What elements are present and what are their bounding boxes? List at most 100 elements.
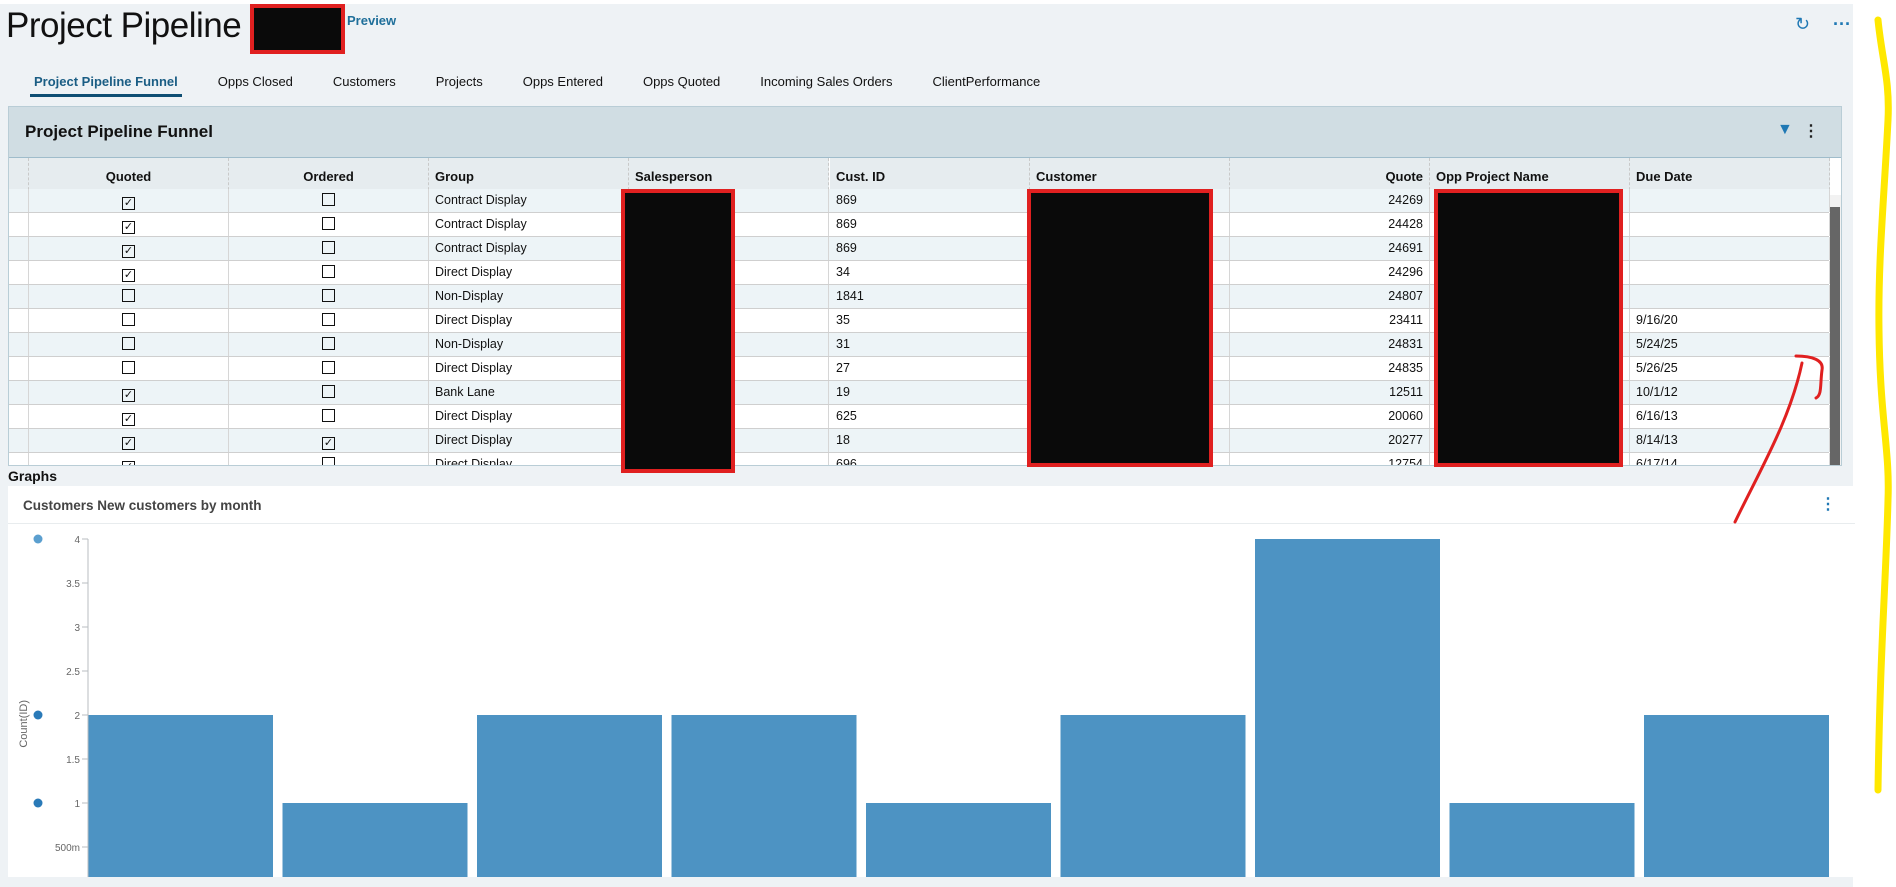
column-header-customer[interactable]: Customer — [1030, 158, 1230, 195]
quoted-cell — [29, 333, 229, 356]
salesperson-cell — [629, 429, 829, 452]
salesperson-cell — [629, 261, 829, 284]
cust-id-cell: 869 — [830, 213, 1030, 236]
due-date-cell: 8/14/13 — [1630, 429, 1830, 452]
table-row[interactable]: ✓ Direct Display 696 12754 6/17/14 — [9, 453, 1830, 465]
checkbox-checked[interactable]: ✓ — [122, 197, 135, 210]
column-header-group[interactable]: Group — [429, 158, 629, 195]
row-selector[interactable] — [9, 381, 29, 404]
group-cell: Bank Lane — [429, 381, 629, 404]
tab-clientperformance[interactable]: ClientPerformance — [932, 74, 1041, 89]
row-selector[interactable] — [9, 237, 29, 260]
quoted-cell: ✓ — [29, 429, 229, 452]
y-tick-label: 4 — [74, 535, 80, 546]
cust-id-cell: 34 — [830, 261, 1030, 284]
checkbox-unchecked[interactable] — [122, 337, 135, 350]
tab-bar: Project Pipeline Funnel Opps Closed Custom… — [30, 72, 1076, 98]
row-selector[interactable] — [9, 453, 29, 465]
column-header-cust-id[interactable]: Cust. ID — [830, 158, 1030, 195]
row-selector[interactable] — [9, 189, 29, 212]
tab-opps-entered[interactable]: Opps Entered — [522, 74, 603, 89]
preview-link[interactable]: Preview — [347, 13, 397, 28]
salesperson-cell — [629, 333, 829, 356]
row-selector[interactable] — [9, 261, 29, 284]
checkbox-unchecked[interactable] — [122, 361, 135, 374]
checkbox-unchecked[interactable] — [322, 313, 335, 326]
checkbox-unchecked[interactable] — [322, 241, 335, 254]
checkbox-checked[interactable]: ✓ — [122, 269, 135, 282]
annotation-yellow-line — [1874, 16, 1892, 794]
legend-dot — [33, 798, 43, 808]
checkbox-unchecked[interactable] — [122, 289, 135, 302]
checkbox-unchecked[interactable] — [322, 457, 335, 465]
row-selector[interactable] — [9, 357, 29, 380]
checkbox-checked[interactable]: ✓ — [122, 437, 135, 450]
checkbox-checked[interactable]: ✓ — [122, 245, 135, 258]
column-header-opp-project-name[interactable]: Opp Project Name — [1430, 158, 1630, 195]
checkbox-checked[interactable]: ✓ — [122, 461, 135, 465]
chart-title: Customers New customers by month — [23, 498, 262, 513]
checkbox-checked[interactable]: ✓ — [122, 413, 135, 426]
customer-cell — [1030, 333, 1230, 356]
row-selector[interactable] — [9, 429, 29, 452]
tab-opps-quoted[interactable]: Opps Quoted — [642, 74, 721, 89]
checkbox-unchecked[interactable] — [322, 217, 335, 230]
checkbox-unchecked[interactable] — [322, 289, 335, 302]
column-header-salesperson[interactable]: Salesperson — [629, 158, 829, 195]
ordered-cell — [229, 285, 429, 308]
quote-cell: 20277 — [1230, 429, 1430, 452]
group-cell: Non-Display — [429, 285, 629, 308]
quote-cell: 24296 — [1230, 261, 1430, 284]
ordered-cell — [229, 357, 429, 380]
checkbox-unchecked[interactable] — [122, 313, 135, 326]
more-vertical-icon[interactable]: ⋮ — [1803, 123, 1819, 140]
checkbox-unchecked[interactable] — [322, 361, 335, 374]
due-date-cell: 10/1/12 — [1630, 381, 1830, 404]
checkbox-unchecked[interactable] — [322, 409, 335, 422]
quoted-cell: ✓ — [29, 405, 229, 428]
salesperson-cell — [629, 285, 829, 308]
customer-cell — [1030, 261, 1230, 284]
scrollbar-thumb[interactable] — [1830, 207, 1840, 465]
opp-project-name-cell — [1430, 237, 1630, 260]
y-tick-label: 1 — [74, 799, 80, 810]
checkbox-checked[interactable]: ✓ — [322, 437, 335, 450]
tab-opps-closed[interactable]: Opps Closed — [217, 74, 293, 89]
due-date-cell — [1630, 213, 1830, 236]
redacted-salesperson-column — [621, 189, 735, 473]
chart-card: 500m 1 1.5 2 2.5 3 3.5 4 Count(ID) Customers New… — [8, 486, 1855, 877]
opp-project-name-cell — [1430, 405, 1630, 428]
cust-id-cell: 869 — [830, 189, 1030, 212]
panel-header: Project Pipeline Funnel ▼ ⋮ — [9, 107, 1841, 158]
checkbox-checked[interactable]: ✓ — [122, 221, 135, 234]
row-selector[interactable] — [9, 285, 29, 308]
salesperson-cell — [629, 189, 829, 212]
y-tick-label: 2.5 — [66, 667, 80, 678]
tab-incoming-sales-orders[interactable]: Incoming Sales Orders — [760, 74, 893, 89]
tab-project-pipeline-funnel[interactable]: Project Pipeline Funnel — [30, 72, 182, 97]
row-selector[interactable] — [9, 405, 29, 428]
legend-dot — [33, 534, 43, 544]
quoted-cell: ✓ — [29, 381, 229, 404]
more-horizontal-icon[interactable]: ··· — [1833, 14, 1851, 34]
bar — [1644, 715, 1829, 877]
checkbox-unchecked[interactable] — [322, 193, 335, 206]
tab-customers[interactable]: Customers — [332, 74, 396, 89]
checkbox-unchecked[interactable] — [322, 385, 335, 398]
row-selector[interactable] — [9, 309, 29, 332]
group-cell: Contract Display — [429, 237, 629, 260]
cust-id-cell: 31 — [830, 333, 1030, 356]
page-title: Project Pipeline - — [6, 6, 262, 45]
salesperson-cell — [629, 381, 829, 404]
more-vertical-icon[interactable]: ⋮ — [1820, 496, 1836, 513]
row-selector[interactable] — [9, 333, 29, 356]
checkbox-checked[interactable]: ✓ — [122, 389, 135, 402]
tab-projects[interactable]: Projects — [435, 74, 483, 89]
checkbox-unchecked[interactable] — [322, 337, 335, 350]
row-selector[interactable] — [9, 213, 29, 236]
filter-icon[interactable]: ▼ — [1777, 121, 1793, 138]
quoted-cell: ✓ — [29, 213, 229, 236]
checkbox-unchecked[interactable] — [322, 265, 335, 278]
refresh-icon[interactable]: ↻ — [1795, 14, 1811, 34]
group-cell: Non-Display — [429, 333, 629, 356]
